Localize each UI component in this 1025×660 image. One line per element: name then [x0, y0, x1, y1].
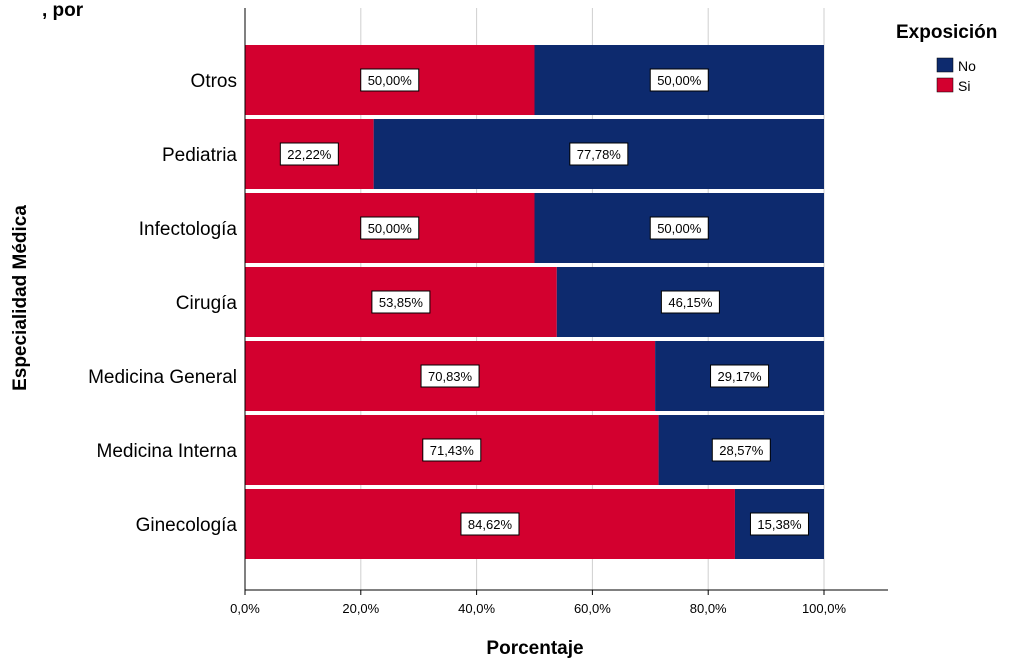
data-label: 28,57%: [719, 443, 764, 458]
x-tick-labels: 0,0% 20,0% 40,0% 60,0% 80,0% 100,0%: [230, 590, 846, 616]
x-tick-label: 60,0%: [574, 601, 611, 616]
bars: [245, 45, 824, 559]
axes: [244, 8, 888, 591]
data-label: 53,85%: [379, 295, 424, 310]
data-label-box: [749, 512, 809, 536]
y-axis-title: Especialidad Médica: [10, 205, 31, 391]
data-label-box: [569, 142, 629, 166]
data-label-box: [660, 290, 720, 314]
data-label-box: [422, 438, 482, 462]
category-label: Pediatria: [162, 145, 237, 166]
data-label: 29,17%: [718, 369, 763, 384]
data-label-box: [711, 438, 771, 462]
x-tick-label: 100,0%: [802, 601, 847, 616]
category-label: Ginecología: [136, 515, 238, 536]
data-label-box: [460, 512, 520, 536]
legend: Exposición No Si: [896, 22, 997, 94]
data-label: 22,22%: [287, 147, 332, 162]
x-tick-label: 20,0%: [342, 601, 379, 616]
data-label: 50,00%: [368, 221, 413, 236]
category-label: Medicina General: [88, 367, 237, 388]
data-label: 71,43%: [430, 443, 475, 458]
x-tick-label: 0,0%: [230, 601, 260, 616]
chart-title-fragment: , por: [42, 0, 84, 21]
legend-swatch-si: [936, 77, 954, 93]
data-labels: 50,00% 50,00% 22,22% 77,78% 50,00% 50,00% 53,8…: [279, 68, 809, 536]
category-labels: Otros Pediatria Infectología Cirugía Medicin…: [88, 71, 237, 536]
data-label-box: [360, 216, 420, 240]
x-tick-label: 40,0%: [458, 601, 495, 616]
data-label: 50,00%: [657, 221, 702, 236]
data-label: 50,00%: [657, 73, 702, 88]
data-label: 46,15%: [668, 295, 713, 310]
data-label-box: [710, 364, 770, 388]
category-label: Cirugía: [176, 293, 238, 314]
data-label-box: [371, 290, 431, 314]
data-label: 70,83%: [428, 369, 473, 384]
data-label: 50,00%: [368, 73, 413, 88]
x-axis-title: Porcentaje: [486, 638, 583, 659]
data-label-box: [360, 68, 420, 92]
data-label-box: [649, 216, 709, 240]
legend-label: No: [958, 58, 976, 74]
category-label: Otros: [191, 71, 237, 92]
data-label: 77,78%: [577, 147, 622, 162]
legend-title: Exposición: [896, 22, 997, 43]
legend-swatch-no: [936, 57, 954, 73]
data-label-box: [420, 364, 480, 388]
data-label: 15,38%: [757, 517, 802, 532]
x-tick-label: 80,0%: [690, 601, 727, 616]
legend-label: Si: [958, 78, 970, 94]
category-label: Medicina Interna: [97, 441, 238, 462]
category-label: Infectología: [139, 219, 238, 240]
data-label: 84,62%: [468, 517, 513, 532]
data-label-box: [649, 68, 709, 92]
data-label-box: [279, 142, 339, 166]
